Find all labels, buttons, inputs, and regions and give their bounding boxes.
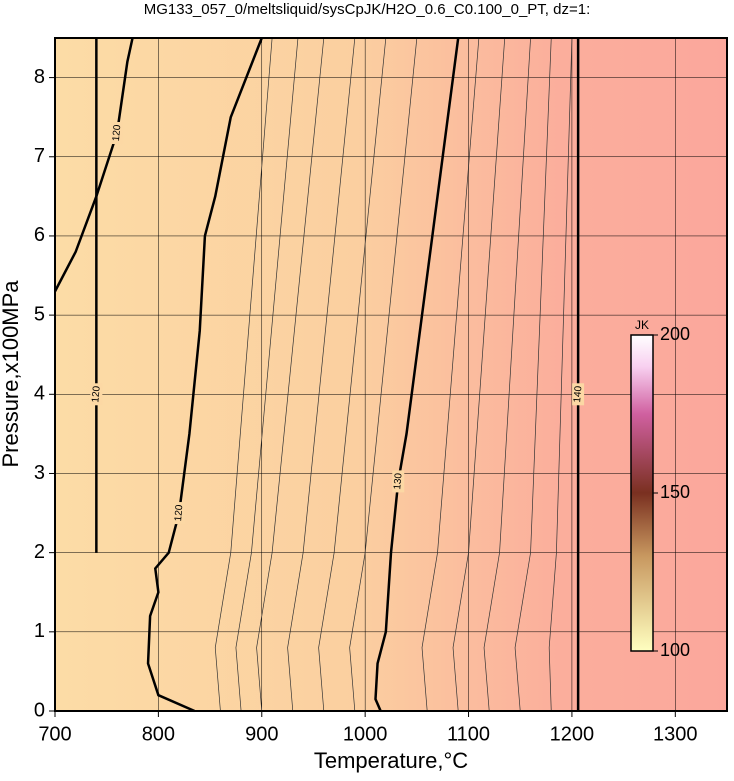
contour-label: 140: [572, 385, 584, 403]
y-tick-label: 3: [34, 462, 45, 484]
colorbar-tick-label: 100: [660, 640, 690, 660]
colorbar-label: JK: [635, 318, 649, 332]
x-tick-label: 1000: [343, 723, 388, 745]
colorbar-tick-label: 200: [660, 324, 690, 344]
minor-contour: [514, 37, 552, 712]
plot-background: [55, 38, 727, 711]
minor-contour: [349, 37, 418, 712]
x-tick-label: 1300: [653, 723, 698, 745]
colorbar-tick-label: 150: [660, 482, 690, 502]
x-tick-label: 800: [142, 723, 175, 745]
minor-contour: [235, 37, 299, 712]
minor-contour: [318, 37, 387, 712]
y-axis-label: Pressure,x100MPa: [0, 280, 23, 468]
contour-label-bg: [111, 122, 124, 145]
minor-contour: [452, 37, 506, 712]
chart-title: MG133_057_0/meltsliquid/sysCpJK/H2O_0.6_…: [144, 1, 591, 18]
minor-contour: [548, 37, 573, 712]
y-tick-label: 5: [34, 303, 45, 325]
y-tick-label: 1: [34, 620, 45, 642]
contour-label-bg: [90, 383, 103, 406]
x-tick-label: 1200: [550, 723, 595, 745]
minor-contour: [483, 37, 531, 712]
minor-contour: [421, 37, 480, 712]
y-tick-label: 7: [34, 145, 45, 167]
x-tick-label: 900: [245, 723, 278, 745]
contour-line: [53, 37, 134, 292]
contour-label: 120: [90, 385, 102, 403]
contour-line: [374, 37, 460, 712]
contour-label: 130: [392, 472, 404, 490]
y-tick-label: 4: [34, 383, 45, 405]
contour-line: [146, 37, 263, 713]
y-tick-label: 8: [34, 66, 45, 88]
contour-label-bg: [572, 383, 585, 406]
x-tick-label: 1100: [447, 723, 490, 745]
y-tick-label: 2: [34, 541, 45, 563]
plot-frame: [54, 37, 728, 712]
contour-label-bg: [392, 470, 405, 493]
contour-label: 120: [111, 124, 123, 142]
y-tick-label: 0: [34, 699, 45, 721]
x-axis-label: Temperature,°C: [314, 748, 468, 773]
minor-contour: [256, 37, 325, 712]
colorbar: [630, 334, 654, 652]
y-tick-label: 6: [34, 224, 45, 246]
contour-label-bg: [173, 502, 186, 525]
minor-contour: [287, 37, 356, 712]
contour-label: 120: [173, 504, 185, 522]
x-tick-label: 700: [38, 723, 71, 745]
minor-contour: [214, 37, 273, 712]
